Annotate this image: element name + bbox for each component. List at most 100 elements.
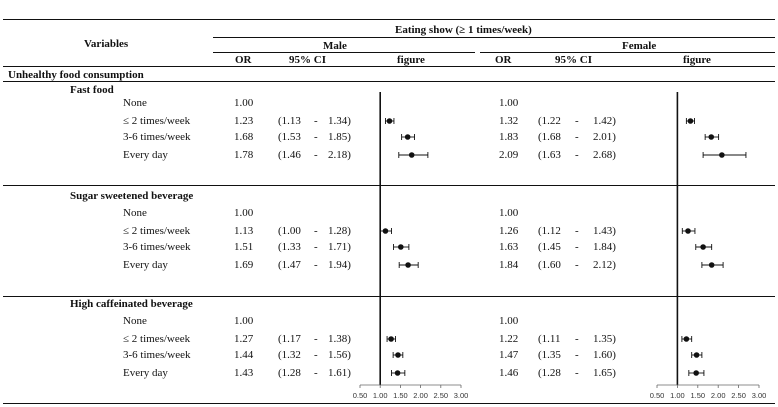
female-ci-upper: 2.01) (593, 131, 616, 143)
female-ci-upper: 1.42) (593, 115, 616, 127)
x-tick-label: 1.00 (373, 391, 388, 400)
male-ci-lower: (1.13 (278, 115, 301, 127)
female-ci-lower: (1.11 (538, 333, 561, 345)
group-title: Sugar sweetened beverage (70, 190, 194, 202)
or-point (404, 134, 411, 140)
row-label: Every day (123, 259, 168, 271)
female-ci-lower: (1.22 (538, 115, 561, 127)
female-or-value: 1.00 (499, 315, 519, 327)
row-label: Every day (123, 149, 168, 161)
male-or-value: 1.68 (234, 131, 254, 143)
female-ci-upper: 2.68) (593, 149, 616, 161)
female-ci-upper: 1.65) (593, 367, 616, 379)
x-tick-label: 2.00 (413, 391, 428, 400)
female-ci-upper: 1.35) (593, 333, 616, 345)
outcome-underline (213, 37, 775, 38)
or-point (700, 244, 706, 250)
x-tick-label: 1.00 (670, 391, 685, 400)
group-title: High caffeinated beverage (70, 298, 193, 310)
female-header: Female (622, 40, 657, 52)
male-or-value: 1.78 (234, 149, 254, 161)
male-ci-lower: (1.32 (278, 349, 301, 361)
female-or-value: 1.00 (499, 97, 519, 109)
or-point (693, 352, 700, 358)
row-label: Every day (123, 367, 168, 379)
or-point (687, 118, 694, 124)
male-ci-upper: 1.85) (328, 131, 351, 143)
male-ci-dash: - (314, 367, 318, 379)
or-point (382, 228, 389, 234)
male-or-value: 1.43 (234, 367, 254, 379)
header-bottom-rule (3, 66, 775, 67)
male-or-value: 1.23 (234, 115, 254, 127)
or-point (685, 228, 691, 234)
female-ci-upper: 1.43) (593, 225, 616, 237)
female-ci-lower: (1.60 (538, 259, 561, 271)
row-label: ≤ 2 times/week (123, 225, 191, 237)
male-or-value: 1.69 (234, 259, 254, 271)
section-rule (3, 81, 775, 82)
male-ci-lower: (1.28 (278, 367, 301, 379)
x-tick-label: 1.50 (690, 391, 705, 400)
male-ci-lower: (1.33 (278, 241, 301, 253)
male-figure-header: figure (397, 54, 425, 66)
male-ci-dash: - (314, 115, 318, 127)
or-point (708, 262, 715, 268)
or-point (388, 336, 394, 342)
bottom-rule (3, 403, 775, 404)
female-ci-dash: - (575, 225, 579, 237)
or-point (708, 134, 715, 140)
x-tick-label: 3.00 (454, 391, 469, 400)
row-label: ≤ 2 times/week (123, 115, 191, 127)
male-ci-upper: 1.34) (328, 115, 351, 127)
female-ci-lower: (1.63 (538, 149, 561, 161)
female-ci-header: 95% CI (555, 54, 592, 66)
female-or-value: 1.00 (499, 207, 519, 219)
female-ci-lower: (1.12 (538, 225, 561, 237)
male-or-value: 1.51 (234, 241, 254, 253)
x-tick-label: 2.00 (711, 391, 726, 400)
male-ci-dash: - (314, 349, 318, 361)
male-ci-dash: - (314, 225, 318, 237)
male-or-header: OR (235, 54, 252, 66)
female-ci-lower: (1.35 (538, 349, 561, 361)
or-point (405, 262, 411, 268)
variables-header: Variables (84, 38, 129, 50)
male-ci-lower: (1.53 (278, 131, 301, 143)
or-point (683, 336, 690, 342)
x-tick-label: 1.50 (393, 391, 408, 400)
male-ci-dash: - (314, 333, 318, 345)
male-underline (213, 52, 475, 53)
male-ci-upper: 1.28) (328, 225, 351, 237)
female-ci-lower: (1.68 (538, 131, 561, 143)
male-ci-header: 95% CI (289, 54, 326, 66)
male-header: Male (323, 40, 347, 52)
male-or-value: 1.00 (234, 207, 254, 219)
male-ci-lower: (1.47 (278, 259, 301, 271)
row-label: None (123, 315, 147, 327)
outcome-header: Eating show (≥ 1 times/week) (395, 24, 532, 36)
male-or-value: 1.00 (234, 97, 254, 109)
group-separator-rule (3, 185, 775, 186)
x-tick-label: 2.50 (433, 391, 448, 400)
female-ci-dash: - (575, 149, 579, 161)
female-ci-dash: - (575, 241, 579, 253)
male-ci-upper: 1.38) (328, 333, 351, 345)
male-or-value: 1.44 (234, 349, 254, 361)
or-point (395, 352, 401, 358)
female-or-value: 1.63 (499, 241, 519, 253)
female-ci-dash: - (575, 115, 579, 127)
female-ci-dash: - (575, 131, 579, 143)
or-point (394, 370, 401, 376)
or-point (719, 152, 725, 158)
row-label: None (123, 97, 147, 109)
x-tick-label: 0.50 (650, 391, 665, 400)
female-ci-dash: - (575, 259, 579, 271)
male-or-value: 1.00 (234, 315, 254, 327)
row-label: 3-6 times/week (123, 131, 191, 143)
female-ci-dash: - (575, 333, 579, 345)
male-ci-lower: (1.46 (278, 149, 301, 161)
female-or-value: 1.83 (499, 131, 519, 143)
x-tick-label: 0.50 (353, 391, 368, 400)
